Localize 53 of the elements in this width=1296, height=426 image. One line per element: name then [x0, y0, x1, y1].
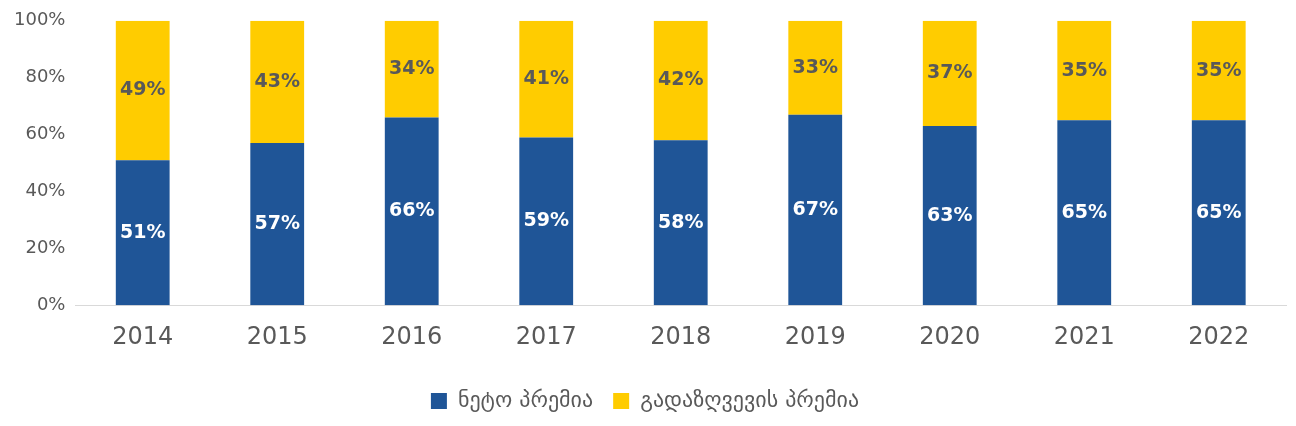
y-tick-label: 100%: [13, 8, 66, 30]
x-tick-label: 2022: [1188, 321, 1250, 350]
data-label: 37%: [927, 60, 973, 83]
data-label: 34%: [388, 56, 435, 79]
bar: [922, 126, 977, 306]
data-label: 58%: [657, 209, 704, 232]
x-tick-label: 2018: [650, 321, 712, 350]
data-label: 43%: [254, 68, 300, 91]
data-label: 59%: [523, 208, 569, 231]
data-label: 42%: [657, 67, 704, 90]
bar: [250, 20, 305, 144]
data-label: 33%: [792, 54, 838, 77]
data-label: 51%: [119, 219, 166, 242]
bar: [384, 20, 439, 118]
x-tick-label: 2020: [919, 321, 981, 350]
bar: [1057, 120, 1112, 306]
bar: [250, 143, 305, 306]
bar: [1057, 20, 1112, 121]
legend-label: ნეტო პრემია: [457, 386, 594, 412]
data-label: 35%: [1061, 57, 1107, 80]
bar: [1191, 120, 1246, 306]
bar: [115, 160, 170, 306]
bar: [519, 137, 574, 306]
x-tick-label: 2016: [381, 321, 443, 350]
x-tick-label: 2014: [112, 321, 174, 350]
x-tick-label: 2021: [1053, 321, 1115, 350]
data-label: 49%: [119, 77, 166, 100]
bar: [653, 20, 708, 141]
y-tick-label: 40%: [25, 179, 66, 201]
data-label: 66%: [388, 198, 435, 221]
data-label: 63%: [927, 202, 973, 225]
y-tick-label: 0%: [36, 292, 66, 314]
x-tick-label: 2017: [515, 321, 577, 350]
bar: [115, 20, 170, 161]
bar: [1191, 20, 1246, 121]
bar: [519, 20, 574, 138]
y-tick-label: 20%: [25, 235, 66, 257]
bar: [384, 117, 439, 306]
data-label: 35%: [1196, 57, 1242, 80]
data-label: 41%: [523, 66, 569, 89]
data-label: 57%: [254, 211, 300, 234]
data-label: 67%: [792, 196, 838, 219]
bar: [653, 140, 708, 306]
y-tick-label: 80%: [25, 65, 66, 87]
legend-label: გადაზღვევის პრემია: [640, 386, 860, 412]
bar: [788, 20, 843, 115]
y-tick-label: 60%: [25, 122, 66, 144]
data-label: 65%: [1196, 199, 1242, 222]
data-label: 65%: [1061, 199, 1107, 222]
x-tick-label: 2019: [784, 321, 846, 350]
x-tick-label: 2015: [246, 321, 308, 350]
bar: [922, 20, 977, 127]
bar: [788, 114, 843, 306]
